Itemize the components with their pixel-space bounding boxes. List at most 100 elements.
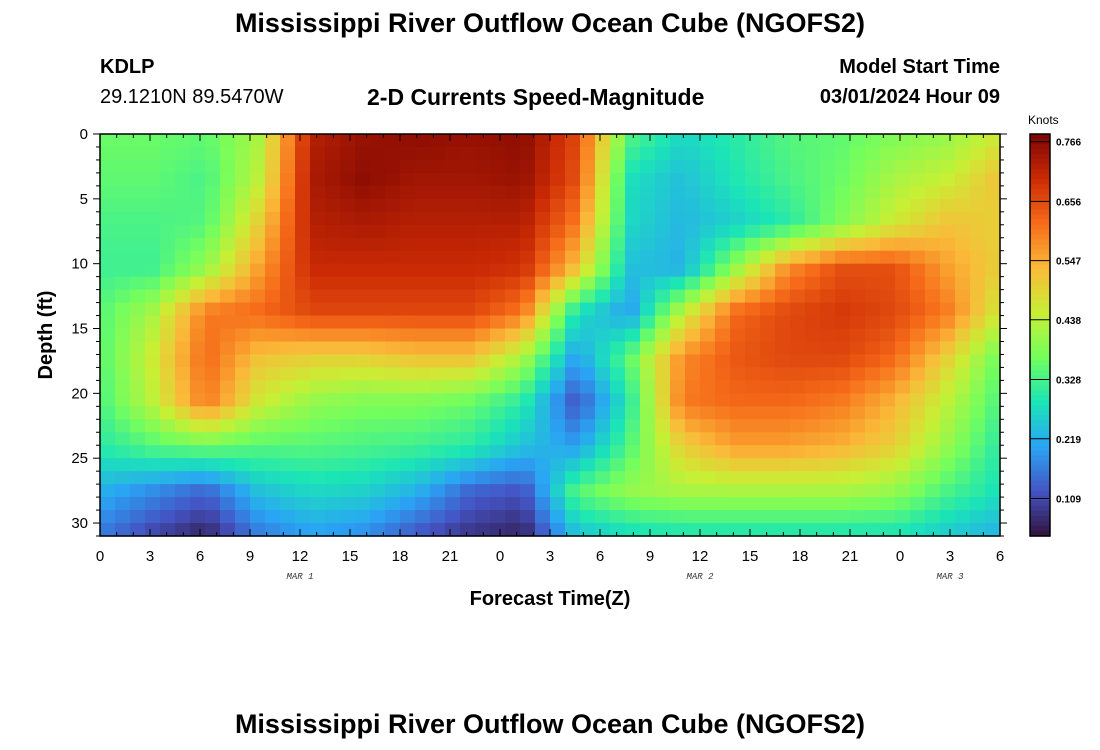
heatmap-cell (940, 237, 956, 252)
heatmap-cell (415, 432, 431, 446)
heatmap-cell (460, 302, 476, 317)
heatmap-cell (790, 134, 806, 148)
heatmap-cell (880, 432, 896, 446)
heatmap-cell (760, 263, 776, 278)
heatmap-cell (265, 367, 281, 381)
heatmap-cell (505, 263, 521, 278)
heatmap-cell (925, 263, 941, 278)
heatmap-cell (310, 159, 326, 174)
heatmap-cell (370, 341, 386, 356)
heatmap-cell (460, 250, 476, 265)
heatmap-cell (115, 458, 131, 472)
heatmap-cell (550, 497, 566, 511)
heatmap-cell (775, 146, 791, 161)
colorbar-segment (1030, 279, 1050, 286)
heatmap-cell (730, 159, 746, 174)
heatmap-cell (640, 263, 656, 278)
heatmap-cell (685, 224, 701, 239)
heatmap-cell (445, 328, 461, 343)
colorbar-segment (1030, 505, 1050, 512)
heatmap-cell (490, 380, 506, 394)
heatmap-cell (460, 276, 476, 291)
heatmap-cell (265, 341, 281, 356)
heatmap-cell (250, 172, 266, 187)
heatmap-cell (640, 250, 656, 265)
heatmap-cell (835, 432, 851, 446)
heatmap-cell (700, 497, 716, 511)
heatmap-cell (445, 393, 461, 407)
heatmap-cell (460, 523, 476, 537)
heatmap-cell (985, 224, 1001, 239)
heatmap-cell (835, 341, 851, 356)
heatmap-cell (295, 445, 311, 459)
heatmap-cell (355, 484, 371, 498)
heatmap-cell (235, 484, 251, 498)
heatmap-cell (655, 354, 671, 369)
heatmap-cell (595, 315, 611, 330)
heatmap-cell (850, 393, 866, 407)
heatmap-cell (745, 367, 761, 381)
heatmap-cell (445, 172, 461, 187)
heatmap-cell (730, 432, 746, 446)
heatmap-cell (385, 432, 401, 446)
heatmap-cell (355, 250, 371, 265)
heatmap-cell (550, 445, 566, 459)
heatmap-cell (190, 406, 206, 420)
heatmap-cell (520, 484, 536, 498)
heatmap-cell (625, 134, 641, 148)
heatmap-cell (445, 302, 461, 317)
heatmap-cell (775, 523, 791, 537)
heatmap-cell (670, 198, 686, 213)
heatmap-cell (310, 263, 326, 278)
heatmap-cell (865, 406, 881, 420)
heatmap-cell (595, 159, 611, 174)
heatmap-cell (910, 406, 926, 420)
heatmap-cell (775, 484, 791, 498)
heatmap-cell (865, 458, 881, 472)
heatmap-cell (955, 159, 971, 174)
heatmap-cell (160, 250, 176, 265)
heatmap-cell (880, 263, 896, 278)
heatmap-cell (850, 341, 866, 356)
heatmap-cell (430, 198, 446, 213)
heatmap-cell (610, 341, 626, 356)
heatmap-cell (895, 484, 911, 498)
heatmap-cell (145, 523, 161, 537)
heatmap-cell (610, 211, 626, 226)
heatmap-cell (115, 484, 131, 498)
heatmap-cell (280, 276, 296, 291)
heatmap-cell (685, 341, 701, 356)
heatmap-cell (175, 146, 191, 161)
heatmap-cell (640, 432, 656, 446)
heatmap-cell (130, 302, 146, 317)
x-tick-label: 15 (742, 548, 759, 565)
heatmap-cell (835, 276, 851, 291)
heatmap-cell (175, 159, 191, 174)
heatmap-cell (205, 484, 221, 498)
heatmap-cell (670, 302, 686, 317)
heatmap-cell (910, 445, 926, 459)
heatmap-cell (130, 419, 146, 433)
heatmap-cell (250, 523, 266, 537)
heatmap-cell (460, 172, 476, 187)
heatmap-cell (910, 484, 926, 498)
heatmap-cell (580, 471, 596, 485)
heatmap-cell (565, 484, 581, 498)
heatmap-cell (550, 185, 566, 200)
heatmap-cell (535, 159, 551, 174)
heatmap-cell (925, 458, 941, 472)
heatmap-cell (130, 406, 146, 420)
heatmap-cell (550, 484, 566, 498)
heatmap-cell (640, 172, 656, 187)
heatmap-cell (865, 367, 881, 381)
heatmap-cell (565, 471, 581, 485)
heatmap-cell (895, 302, 911, 317)
heatmap-cell (160, 237, 176, 252)
colorbar-segment (1030, 370, 1050, 376)
heatmap-cell (445, 146, 461, 161)
heatmap-cell (145, 432, 161, 446)
heatmap-cell (745, 302, 761, 317)
heatmap-cell (655, 198, 671, 213)
heatmap-cell (865, 393, 881, 407)
